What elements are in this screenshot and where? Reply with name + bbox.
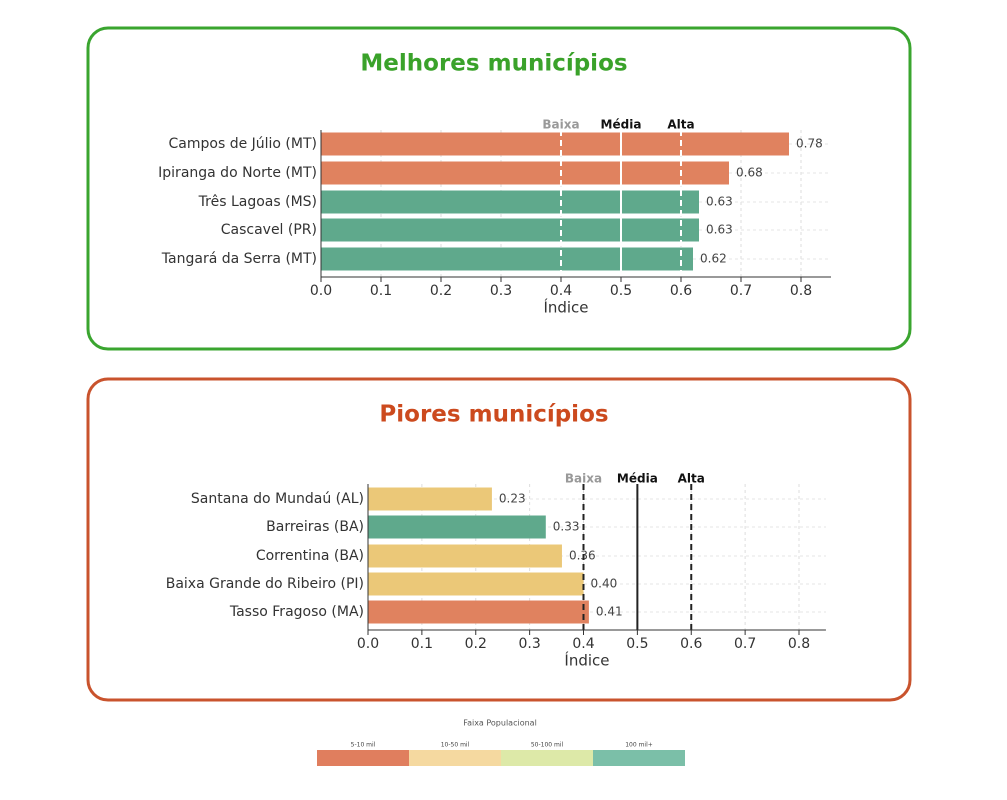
chart-title: Melhores municípios — [360, 51, 627, 77]
x-tick-label: 0.8 — [790, 283, 812, 299]
category-label: Campos de Júlio (MT) — [169, 136, 318, 152]
legend-swatch — [317, 750, 409, 766]
x-tick-label: 0.4 — [550, 283, 572, 299]
value-label: 0.36 — [569, 549, 596, 563]
x-tick-label: 0.3 — [490, 283, 512, 299]
legend-label: 10-50 mil — [441, 742, 470, 749]
value-label: 0.41 — [596, 605, 623, 619]
reference-label: Média — [601, 118, 642, 132]
x-tick-label: 0.7 — [730, 283, 752, 299]
x-tick-label: 0.2 — [465, 636, 487, 652]
bar — [321, 218, 699, 242]
x-tick-label: 0.8 — [788, 636, 810, 652]
bar — [321, 161, 729, 185]
reference-label: Média — [617, 472, 658, 486]
x-tick-label: 0.6 — [680, 636, 702, 652]
value-label: 0.63 — [706, 195, 733, 209]
category-label: Tangará da Serra (MT) — [161, 251, 317, 267]
reference-label: Alta — [678, 472, 705, 486]
x-axis-label: Índice — [543, 298, 588, 317]
value-label: 0.33 — [553, 520, 580, 534]
value-label: 0.62 — [700, 252, 727, 266]
bar — [321, 190, 699, 214]
bar — [321, 247, 693, 271]
bar — [368, 515, 546, 539]
legend-swatch — [593, 750, 685, 766]
bar — [368, 572, 584, 596]
x-tick-label: 0.0 — [310, 283, 332, 299]
category-label: Barreiras (BA) — [266, 519, 364, 535]
value-label: 0.40 — [591, 577, 618, 591]
x-axis-label: Índice — [564, 651, 609, 670]
category-label: Três Lagoas (MS) — [198, 194, 317, 210]
reference-label: Alta — [667, 118, 694, 132]
value-label: 0.63 — [706, 223, 733, 237]
x-tick-label: 0.6 — [670, 283, 692, 299]
legend-label: 100 mil+ — [625, 742, 653, 749]
x-tick-label: 0.0 — [357, 636, 379, 652]
category-label: Tasso Fragoso (MA) — [229, 604, 364, 620]
category-label: Correntina (BA) — [256, 548, 364, 564]
bar — [321, 132, 789, 156]
chart-title: Piores municípios — [379, 402, 608, 428]
panel — [86, 26, 912, 351]
x-tick-label: 0.1 — [370, 283, 392, 299]
category-label: Santana do Mundaú (AL) — [191, 491, 364, 507]
legend-swatch — [409, 750, 501, 766]
legend-label: 5-10 mil — [351, 742, 376, 749]
x-tick-label: 0.3 — [518, 636, 540, 652]
legend-title: Faixa Populacional — [463, 719, 537, 728]
bar — [368, 600, 589, 624]
legend-label: 50-100 mil — [531, 742, 564, 749]
panel — [86, 377, 912, 702]
reference-label: Baixa — [542, 118, 579, 132]
value-label: 0.23 — [499, 492, 526, 506]
x-tick-label: 0.4 — [572, 636, 594, 652]
x-tick-label: 0.1 — [411, 636, 433, 652]
x-tick-label: 0.7 — [734, 636, 756, 652]
reference-label: Baixa — [565, 472, 602, 486]
category-label: Baixa Grande do Ribeiro (PI) — [166, 576, 364, 592]
category-label: Ipiranga do Norte (MT) — [158, 165, 317, 181]
value-label: 0.68 — [736, 166, 763, 180]
bar — [368, 487, 492, 511]
legend-swatch — [501, 750, 593, 766]
value-label: 0.78 — [796, 137, 823, 151]
bar — [368, 544, 562, 568]
category-label: Cascavel (PR) — [221, 222, 317, 238]
x-tick-label: 0.2 — [430, 283, 452, 299]
x-tick-label: 0.5 — [610, 283, 632, 299]
x-tick-label: 0.5 — [626, 636, 648, 652]
